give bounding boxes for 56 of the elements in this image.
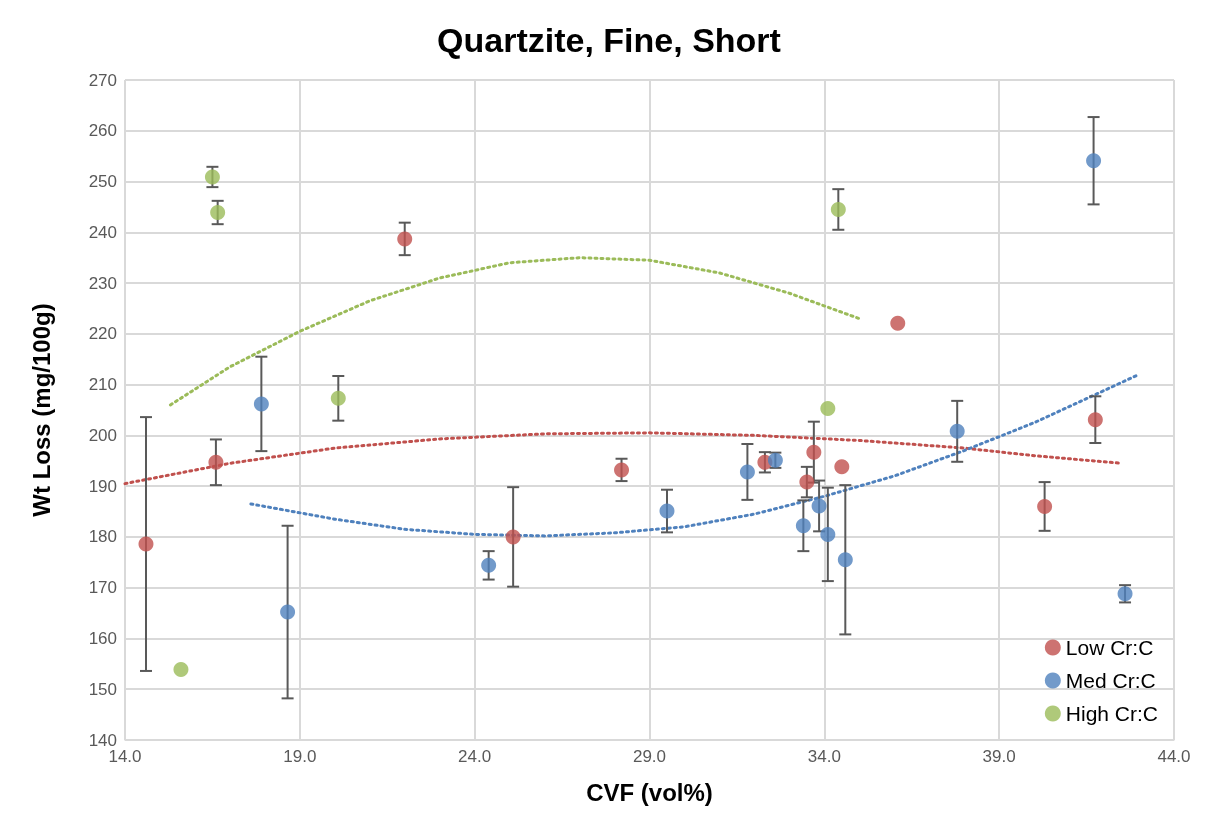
x-axis-title: CVF (vol%) <box>586 778 713 806</box>
y-tick-label: 170 <box>88 578 117 598</box>
line-series <box>168 256 861 407</box>
point <box>253 396 269 412</box>
point <box>890 315 906 331</box>
point <box>1087 412 1103 428</box>
y-tick-label: 240 <box>88 222 117 242</box>
point <box>659 503 675 519</box>
point <box>811 498 827 514</box>
legend-label: Med Cr:C <box>1065 669 1156 692</box>
y-tick-label: 140 <box>88 730 117 750</box>
x-tick-label: 14.0 <box>108 747 142 766</box>
x-tick-label: 29.0 <box>632 747 667 766</box>
x-tick-label: 19.0 <box>283 747 317 766</box>
y-tick-label: 160 <box>88 628 117 648</box>
point <box>799 474 815 490</box>
point <box>795 518 811 534</box>
point <box>949 423 965 439</box>
legend-label: High Cr:C <box>1065 702 1158 725</box>
y-tick-label: 260 <box>88 121 117 141</box>
y-tick-label: 200 <box>88 425 117 445</box>
point <box>505 529 521 545</box>
y-tick-label: 230 <box>88 273 117 293</box>
y-tick-label: 250 <box>88 172 117 192</box>
point <box>834 459 850 475</box>
point <box>820 526 836 542</box>
point <box>210 205 226 220</box>
y-tick-label: 180 <box>88 527 117 547</box>
point <box>806 444 822 460</box>
point <box>204 169 220 185</box>
point <box>280 604 296 620</box>
y-axis-title: Wt Loss (mg/100g) <box>27 303 55 517</box>
y-tick-label: 210 <box>88 375 117 395</box>
y-tick-label: 190 <box>88 476 117 496</box>
point <box>837 552 853 568</box>
legend-label: Low Cr:C <box>1065 636 1154 659</box>
x-tick-label: 34.0 <box>807 747 841 766</box>
chart-title: Quartzite, Fine, Short <box>437 21 781 59</box>
point <box>208 454 224 470</box>
point <box>138 536 154 552</box>
point <box>820 400 836 416</box>
point <box>397 231 413 247</box>
point <box>830 201 846 217</box>
y-tick-label: 220 <box>88 324 117 344</box>
point <box>614 462 630 478</box>
x-tick-label: 39.0 <box>982 747 1016 766</box>
x-tick-label: 44.0 <box>1157 747 1191 766</box>
y-tick-label: 270 <box>88 70 117 90</box>
point <box>1037 498 1053 514</box>
point <box>173 661 189 677</box>
x-tick-label: 24.0 <box>458 747 492 766</box>
point <box>1086 153 1102 169</box>
y-tick-label: 150 <box>88 679 117 699</box>
point <box>481 557 497 573</box>
point <box>739 464 755 480</box>
point <box>330 390 346 406</box>
